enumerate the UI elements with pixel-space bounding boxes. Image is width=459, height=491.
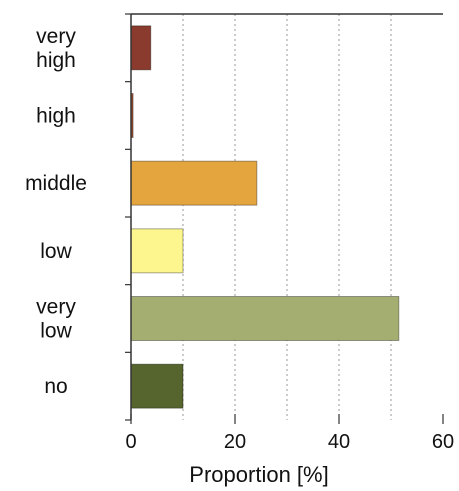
bars — [130, 25, 400, 409]
category-label: very high — [36, 25, 76, 72]
x-tick-label: 20 — [224, 431, 246, 453]
category-label: very low — [36, 296, 76, 343]
category-label: low — [40, 240, 72, 263]
category-label: no — [44, 375, 67, 398]
bar — [130, 228, 184, 274]
bar — [130, 363, 184, 409]
x-axis-title: Proportion [%] — [189, 462, 328, 487]
axes — [125, 13, 444, 424]
x-tick-label: 40 — [328, 431, 350, 453]
x-tick-labels: 0 20 40 60 — [125, 431, 454, 453]
grid-lines — [182, 14, 392, 420]
category-labels: very high high middle low very low no — [25, 25, 87, 398]
bar — [130, 296, 400, 341]
x-tick-label: 0 — [125, 431, 136, 453]
category-label: high — [36, 105, 76, 128]
x-tick-label: 60 — [432, 431, 454, 453]
category-label: middle — [25, 172, 87, 195]
bar — [130, 160, 258, 206]
bar — [130, 25, 152, 71]
